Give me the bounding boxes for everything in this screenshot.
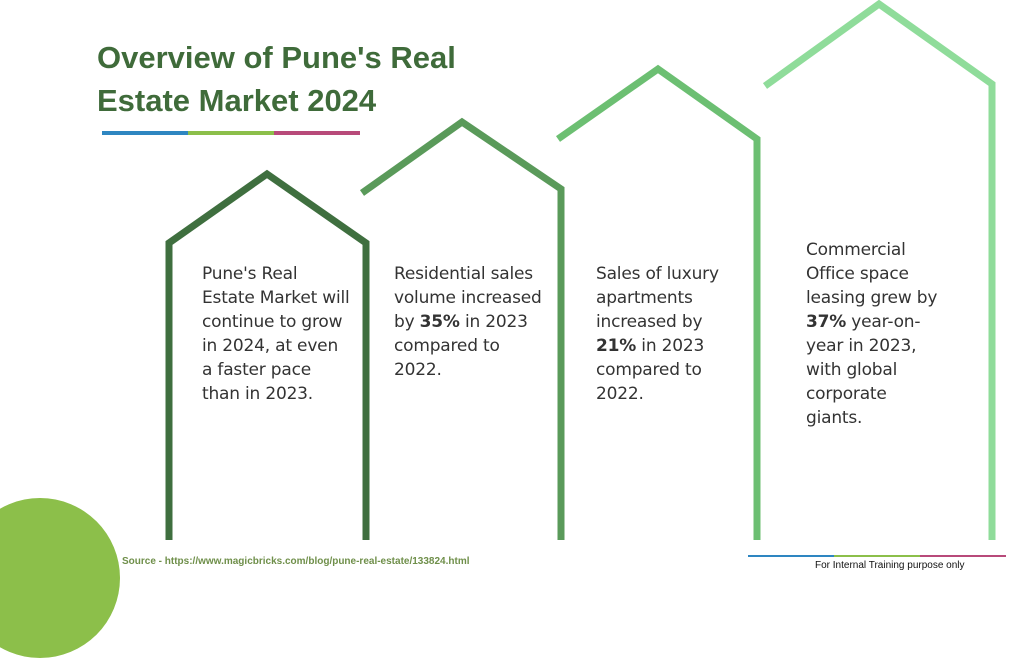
house-outline-2 — [359, 117, 565, 540]
house-outlines — [165, 0, 996, 540]
footer-underline — [748, 555, 1006, 557]
house-outline-3 — [555, 64, 761, 540]
card-text-1: Pune's Real Estate Market will continue … — [202, 264, 350, 404]
card-text-3: Sales of luxury apartments increased by … — [596, 264, 719, 404]
house-outline-4 — [762, 0, 996, 540]
page-title: Overview of Pune's Real Estate Market 20… — [97, 40, 456, 118]
title-underline — [102, 131, 360, 135]
card-text-2: Residential sales volume increased by 35… — [394, 264, 542, 380]
stat-highlight: 37% — [806, 312, 847, 332]
underline-magenta — [274, 131, 360, 135]
footer-note: For Internal Training purpose only — [815, 560, 965, 571]
stat-highlight: 21% — [596, 336, 637, 356]
house-outline-1 — [165, 169, 370, 540]
card-text-4: Commercial Office space leasing grew by … — [806, 240, 938, 428]
source-link[interactable]: Source - https://www.magicbricks.com/blo… — [122, 556, 470, 567]
stat-highlight: 35% — [419, 312, 460, 332]
footer-line-green — [834, 555, 920, 557]
footer-line-magenta — [920, 555, 1006, 557]
underline-blue — [102, 131, 188, 135]
underline-green — [188, 131, 274, 135]
footer-line-blue — [748, 555, 834, 557]
